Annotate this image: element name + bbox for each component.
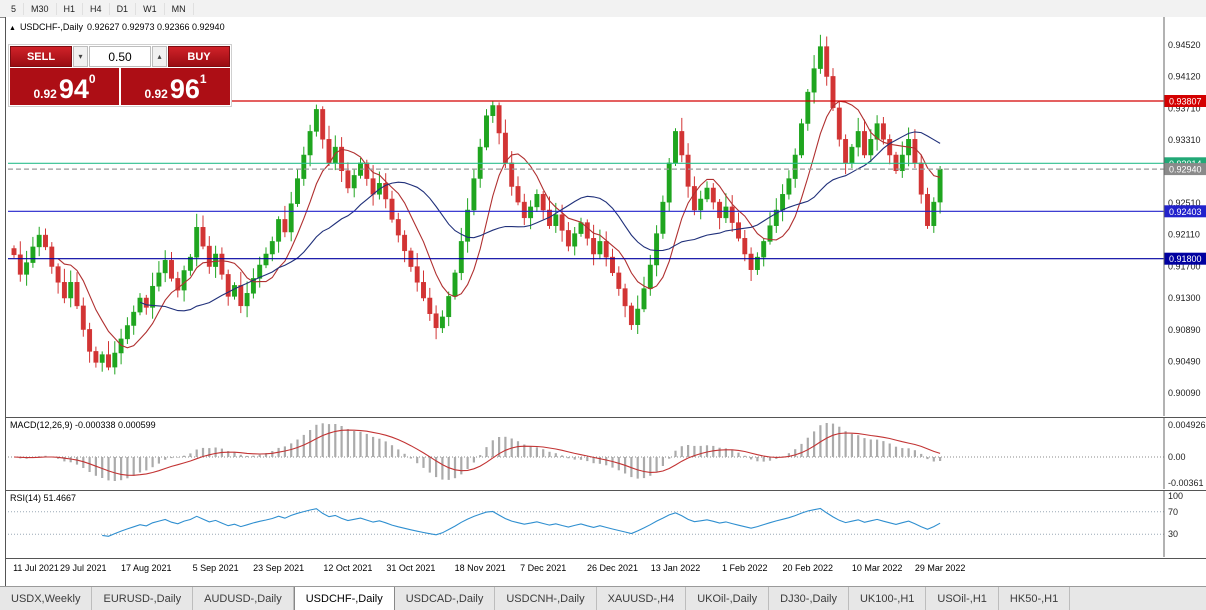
svg-text:23 Sep 2021: 23 Sep 2021: [253, 563, 304, 573]
svg-text:0.91800: 0.91800: [1169, 254, 1202, 264]
svg-text:0.92510: 0.92510: [1168, 198, 1201, 208]
svg-text:29 Mar 2022: 29 Mar 2022: [915, 563, 966, 573]
sell-button[interactable]: SELL: [10, 46, 72, 67]
svg-text:0.92110: 0.92110: [1168, 229, 1200, 239]
trade-order-row: SELL ▾ ▴ BUY: [10, 46, 230, 67]
svg-text:0.92940: 0.92940: [1169, 165, 1202, 175]
buy-price-prefix: 0.92: [144, 86, 168, 101]
rsi-label: RSI(14) 51.4667: [10, 493, 77, 503]
timeframe-button-mn[interactable]: MN: [165, 2, 194, 15]
svg-text:30: 30: [1168, 529, 1178, 539]
svg-text:26 Dec 2021: 26 Dec 2021: [587, 563, 638, 573]
rsi-axis-labels: 100 70 30: [1163, 491, 1183, 557]
buy-price-pipette: 1: [199, 72, 207, 86]
rsi-indicator-pane: 100 70 30 RSI(14) 51.4667: [6, 491, 1206, 559]
svg-text:0.93710: 0.93710: [1168, 104, 1201, 114]
svg-text:0.92403: 0.92403: [1169, 207, 1202, 217]
symbol-tab-usdcnhdaily[interactable]: USDCNH-,Daily: [495, 587, 597, 610]
svg-text:0.91700: 0.91700: [1168, 262, 1201, 272]
svg-text:0.93310: 0.93310: [1168, 135, 1201, 145]
macd-layer: [8, 423, 1164, 481]
symbol-tab-hk50h1[interactable]: HK50-,H1: [999, 587, 1071, 610]
symbol-tab-ukoildaily[interactable]: UKOil-,Daily: [686, 587, 770, 610]
main-chart-pane: 0.945200.941200.937100.933100.929100.925…: [6, 17, 1206, 418]
svg-text:12 Oct 2021: 12 Oct 2021: [323, 563, 372, 573]
svg-text:0.91300: 0.91300: [1168, 293, 1201, 303]
macd-indicator-pane: 0.004926 0.00 -0.00361 MACD(12,26,9) -0.00…: [6, 418, 1206, 491]
rsi-canvas[interactable]: 100 70 30: [6, 491, 1206, 557]
svg-text:29 Jul 2021: 29 Jul 2021: [60, 563, 107, 573]
macd-label: MACD(12,26,9) -0.000338 0.000599: [10, 420, 156, 430]
timeframe-button-h4[interactable]: H4: [83, 2, 110, 15]
macd-canvas[interactable]: 0.004926 0.00 -0.00361: [6, 418, 1206, 489]
buy-button[interactable]: BUY: [168, 46, 230, 67]
svg-text:20 Feb 2022: 20 Feb 2022: [783, 563, 834, 573]
svg-text:1 Feb 2022: 1 Feb 2022: [722, 563, 768, 573]
price-axis-labels: 0.945200.941200.937100.933100.929100.925…: [1163, 17, 1206, 416]
level-lines-layer: [8, 100, 1164, 260]
symbol-tab-uk100h1[interactable]: UK100-,H1: [849, 587, 927, 610]
svg-text:31 Oct 2021: 31 Oct 2021: [386, 563, 435, 573]
volume-increase-button[interactable]: ▴: [152, 46, 167, 67]
macd-axis-labels: 0.004926 0.00 -0.00361: [1163, 418, 1206, 489]
sell-price-big-digits: 94: [58, 74, 89, 105]
sell-price-display[interactable]: 0.92 94 0: [10, 68, 119, 105]
svg-text:13 Jan 2022: 13 Jan 2022: [651, 563, 701, 573]
symbol-tab-audusddaily[interactable]: AUDUSD-,Daily: [193, 587, 294, 610]
svg-text:0.90090: 0.90090: [1168, 388, 1201, 398]
svg-text:17 Aug 2021: 17 Aug 2021: [121, 563, 172, 573]
symbol-tab-dj30daily[interactable]: DJ30-,Daily: [769, 587, 849, 610]
time-axis-pane: 11 Jul 2021 29 Jul 2021 17 Aug 2021 5 Sep 2…: [6, 559, 1206, 589]
symbol-tab-usoilh1[interactable]: USOil-,H1: [926, 587, 999, 610]
symbol-tab-xauusdh4[interactable]: XAUUSD-,H4: [597, 587, 687, 610]
svg-text:70: 70: [1168, 507, 1178, 517]
svg-text:7 Dec 2021: 7 Dec 2021: [520, 563, 566, 573]
svg-text:18 Nov 2021: 18 Nov 2021: [455, 563, 506, 573]
volume-decrease-button[interactable]: ▾: [73, 46, 88, 67]
svg-text:11 Jul 2021: 11 Jul 2021: [13, 563, 59, 573]
chart-area: 0.945200.941200.937100.933100.929100.925…: [5, 17, 1206, 589]
timeframe-button-h1[interactable]: H1: [57, 2, 84, 15]
date-labels: 11 Jul 2021 29 Jul 2021 17 Aug 2021 5 Sep 2…: [13, 563, 965, 573]
symbol-tab-usdcaddaily[interactable]: USDCAD-,Daily: [395, 587, 496, 610]
svg-text:10 Mar 2022: 10 Mar 2022: [852, 563, 903, 573]
symbol-triangle-icon: ▲: [9, 25, 16, 32]
moving-average-layer: [57, 100, 941, 349]
buy-price-big-digits: 96: [169, 74, 200, 105]
svg-text:0.90490: 0.90490: [1168, 357, 1201, 367]
svg-text:0.004926: 0.004926: [1168, 420, 1206, 430]
timeframe-toolbar: 5 M30 H1 H4 D1 W1 MN: [0, 0, 1206, 18]
sell-price-prefix: 0.92: [33, 86, 57, 101]
timeframe-button-w1[interactable]: W1: [136, 2, 165, 15]
ohlc-values: 0.92627 0.92973 0.92366 0.92940: [86, 22, 225, 32]
svg-text:0.93807: 0.93807: [1169, 97, 1202, 107]
main-chart-canvas[interactable]: 0.945200.941200.937100.933100.929100.925…: [6, 17, 1206, 416]
svg-text:0.94520: 0.94520: [1168, 40, 1201, 50]
symbol-tab-usdxweekly[interactable]: USDX,Weekly: [0, 587, 93, 610]
svg-text:0.94120: 0.94120: [1168, 71, 1201, 81]
one-click-trade-panel: SELL ▾ ▴ BUY 0.92 94 0 0.92 96 1: [8, 44, 232, 107]
timeframe-button-m30[interactable]: M30: [24, 2, 57, 15]
buy-price-display[interactable]: 0.92 96 1: [121, 68, 230, 105]
symbol-tab-eurusddaily[interactable]: EURUSD-,Daily: [92, 587, 194, 610]
timeframe-button-5[interactable]: 5: [4, 2, 25, 15]
volume-input[interactable]: [89, 46, 151, 67]
symbol-name: USDCHF-,Daily: [19, 22, 83, 32]
time-axis-canvas[interactable]: 11 Jul 2021 29 Jul 2021 17 Aug 2021 5 Sep 2…: [6, 559, 1206, 589]
trade-price-row: 0.92 94 0 0.92 96 1: [10, 68, 230, 105]
svg-text:5 Sep 2021: 5 Sep 2021: [193, 563, 239, 573]
svg-text:0.00: 0.00: [1168, 452, 1186, 462]
chart-ohlc-header: ▲ USDCHF-,Daily 0.92627 0.92973 0.92366 0.…: [9, 22, 229, 32]
sell-price-pipette: 0: [88, 72, 96, 86]
symbol-tab-bar: USDX,Weekly EURUSD-,Daily AUDUSD-,Daily USD…: [0, 586, 1206, 610]
svg-text:100: 100: [1168, 491, 1183, 501]
svg-text:0.90890: 0.90890: [1168, 325, 1201, 335]
svg-text:-0.00361: -0.00361: [1168, 478, 1204, 488]
timeframe-button-d1[interactable]: D1: [110, 2, 137, 15]
symbol-tab-usdchfdaily[interactable]: USDCHF-,Daily: [293, 587, 395, 610]
rsi-layer: [8, 507, 1164, 537]
